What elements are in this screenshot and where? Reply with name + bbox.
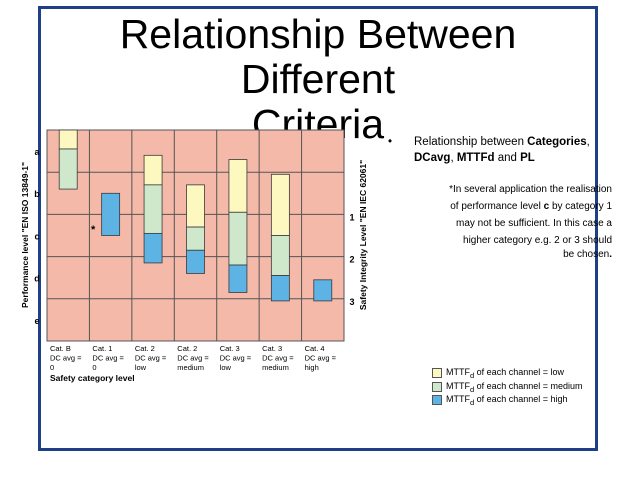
- pl-label: c: [34, 231, 39, 241]
- bullet-bold-pl: PL: [520, 152, 535, 164]
- category-label: 0: [92, 363, 96, 372]
- bullet-point: • Relationship between Categories, DCavg…: [388, 134, 612, 166]
- category-label: DC avg =: [262, 354, 294, 363]
- category-label: 0: [50, 363, 54, 372]
- legend-label-medium: MTTFd of each channel = medium: [446, 381, 583, 394]
- bar-segment-low: [228, 159, 248, 213]
- title-line-1: Relationship Between Different: [119, 11, 517, 102]
- category-label: DC avg =: [135, 354, 167, 363]
- bar-segment-medium: [228, 211, 248, 266]
- category-label: Cat. 3: [262, 344, 282, 353]
- note-line-4: higher category e.g. 2 or 3 should: [463, 235, 612, 246]
- category-label: low: [220, 363, 232, 372]
- category-label: DC avg =: [92, 354, 124, 363]
- sil-label: 3: [349, 297, 354, 307]
- category-label: medium: [177, 363, 204, 372]
- note-line-5-text: be chosen: [563, 249, 610, 260]
- category-label: Cat. 1: [92, 344, 112, 353]
- bullet-bold-categories: Categories: [527, 136, 587, 148]
- bars: [58, 129, 333, 302]
- legend-sub: d: [470, 397, 475, 407]
- category-label: DC avg =: [177, 354, 209, 363]
- legend-label-low: MTTFd of each channel = low: [446, 367, 564, 380]
- bullet-sep: and: [494, 152, 521, 164]
- bar-segment-high: [228, 264, 248, 293]
- category-label: low: [135, 363, 147, 372]
- note-line-2-bold: c: [543, 201, 550, 212]
- category-label: DC avg =: [50, 354, 82, 363]
- pl-label: e: [34, 316, 39, 326]
- note-line-3: may not be sufficient. In this case a: [455, 218, 612, 229]
- category-label: Cat. 3: [220, 344, 240, 353]
- bar-segment-low: [143, 154, 163, 186]
- pl-label: b: [34, 189, 40, 199]
- legend-prefix: MTTF: [446, 380, 470, 391]
- bullet-prefix: Relationship between: [414, 136, 528, 148]
- sil-label: 1: [349, 212, 354, 222]
- note-line-5-period: .: [609, 249, 612, 260]
- category-label: high: [305, 363, 319, 372]
- legend-prefix: MTTF: [446, 394, 470, 404]
- legend-prefix: MTTF: [446, 367, 470, 377]
- bar-segment-high: [270, 275, 290, 302]
- legend-suffix: of each channel = medium: [474, 380, 583, 391]
- legend-sub: d: [470, 384, 475, 394]
- category-label: Cat. B: [50, 344, 71, 353]
- legend-suffix: of each channel = high: [474, 394, 568, 404]
- bullet-bold-dcavg: DCavg: [414, 152, 451, 164]
- legend-suffix: of each channel = low: [474, 367, 564, 377]
- bar-segment-medium: [58, 148, 78, 190]
- note-line-5: be chosen.: [412, 246, 612, 263]
- bullet-bold-mttfd: MTTFd: [456, 152, 495, 164]
- bar-segment-low: [58, 129, 78, 150]
- bar-segment-high: [101, 192, 121, 236]
- category-label: Cat. 4: [305, 344, 325, 353]
- note-line-1: *In several application the realisation: [449, 184, 612, 195]
- pl-label: a: [34, 147, 40, 157]
- bar-segment-medium: [143, 184, 163, 234]
- note-line-2-post: by category 1: [549, 201, 612, 212]
- footnote: *In several application the realisation …: [412, 181, 612, 249]
- bar-segment-medium: [186, 226, 205, 251]
- category-label: Cat. 2: [135, 344, 155, 353]
- bar-segment-high: [186, 249, 205, 274]
- legend-sub: d: [470, 370, 475, 380]
- note-line-2-pre: of performance level: [450, 201, 544, 212]
- pl-label: d: [34, 274, 40, 284]
- bar-segment-medium: [270, 235, 290, 276]
- bar-segment-high: [143, 232, 163, 264]
- note-line-2: of performance level c by category 1: [412, 198, 612, 215]
- right-axis-label: Safety Integrity Level "EN IEC 62061": [358, 160, 368, 310]
- category-label: DC avg =: [305, 354, 337, 363]
- sil-label: 2: [349, 255, 354, 265]
- legend-swatch-medium: [432, 381, 442, 392]
- bar-segment-high: [313, 279, 333, 302]
- legend-swatch-low: [432, 368, 442, 378]
- pl-labels: a b c d e: [34, 147, 40, 326]
- bullet-sep: ,: [450, 152, 457, 164]
- legend-swatch-high: [432, 395, 442, 405]
- bar-segment-low: [186, 184, 205, 228]
- bar-segment-low: [270, 173, 290, 236]
- left-axis-label: Performance level "EN ISO 13849-1": [20, 162, 30, 308]
- x-axis-label: Safety category level: [50, 373, 135, 383]
- asterisk-mark: *: [91, 224, 96, 236]
- category-label: Cat. 2: [177, 344, 197, 353]
- sil-labels: 1 2 3: [349, 212, 354, 306]
- bullet-symbol: •: [388, 136, 393, 148]
- bullet-text: Relationship between Categories, DCavg, …: [414, 134, 612, 166]
- legend-label-high: MTTFd of each channel = high: [446, 394, 568, 407]
- category-label: DC avg =: [220, 354, 252, 363]
- bullet-sep: ,: [586, 136, 590, 148]
- category-label: medium: [262, 363, 289, 372]
